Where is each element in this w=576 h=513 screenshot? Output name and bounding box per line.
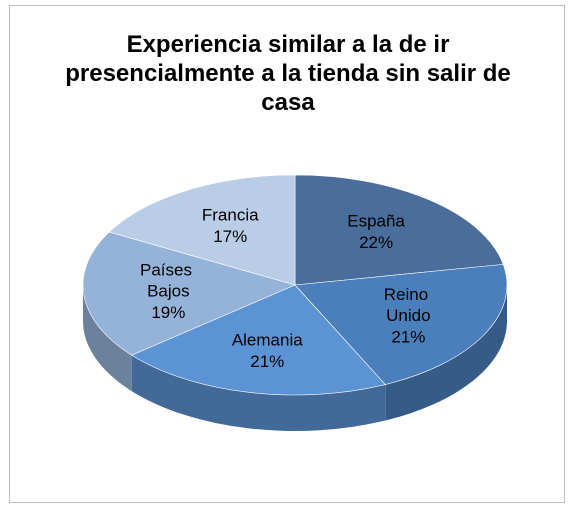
value-label: 19% bbox=[151, 303, 185, 322]
slice-side bbox=[385, 285, 507, 421]
slice bbox=[294, 264, 508, 385]
category-label: Alemania bbox=[232, 331, 303, 350]
category-label: España bbox=[347, 212, 405, 231]
slice bbox=[108, 174, 296, 286]
value-label: 17% bbox=[213, 227, 247, 246]
value-label: 21% bbox=[250, 352, 284, 371]
chart-title: Experiencia similar a la de ir presencia… bbox=[65, 31, 511, 116]
slice bbox=[294, 174, 504, 286]
value-label: 21% bbox=[391, 327, 425, 346]
slice bbox=[131, 284, 386, 396]
category-label: Francia bbox=[202, 206, 259, 225]
chart-frame bbox=[9, 5, 565, 503]
slice-side bbox=[131, 355, 386, 431]
slice-side bbox=[83, 285, 132, 392]
slice bbox=[82, 231, 296, 356]
category-label: Reino Unido bbox=[384, 285, 433, 325]
value-label: 22% bbox=[359, 233, 393, 252]
category-label: Países Bajos bbox=[140, 261, 197, 301]
